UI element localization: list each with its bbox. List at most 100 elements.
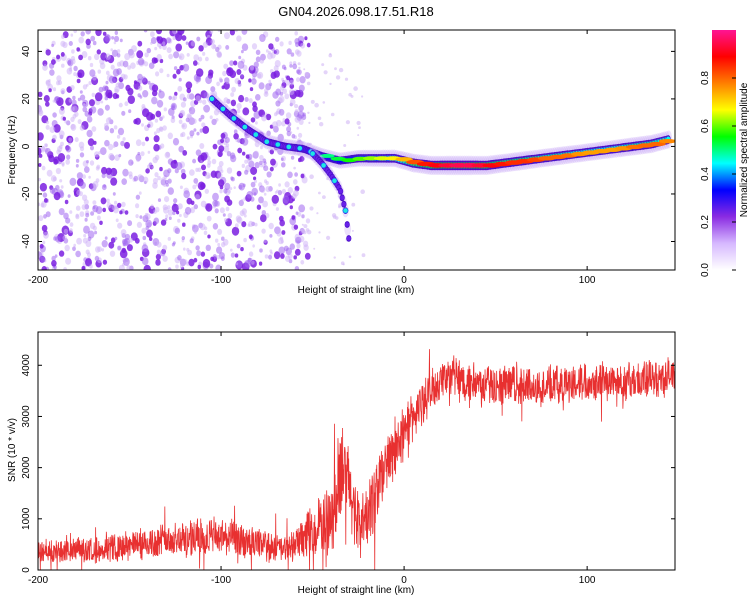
noise-speckle xyxy=(123,74,128,80)
noise-speckle xyxy=(212,192,219,201)
noise-speckle xyxy=(116,53,121,58)
noise-speckle xyxy=(60,52,65,57)
noise-speckle xyxy=(124,53,131,61)
noise-speckle xyxy=(287,187,293,194)
noise-speckle xyxy=(230,154,237,163)
noise-speckle xyxy=(278,237,284,245)
noise-speckle xyxy=(60,88,66,95)
noise-speckle xyxy=(38,215,44,222)
x-tick-label: 100 xyxy=(579,275,596,286)
noise-speckle xyxy=(196,68,204,77)
spectrogram-frame xyxy=(37,29,676,271)
noise-speckle xyxy=(276,189,279,193)
colorbar-tick-label: 0.8 xyxy=(700,71,711,85)
noise-speckle xyxy=(225,143,230,148)
noise-speckle xyxy=(92,200,97,205)
noise-speckle xyxy=(308,121,311,124)
noise-speckle xyxy=(56,75,62,82)
noise-speckle xyxy=(135,139,142,147)
noise-speckle xyxy=(236,243,241,249)
noise-speckle xyxy=(81,265,86,270)
noise-speckle xyxy=(51,43,54,48)
noise-speckle xyxy=(257,71,264,79)
noise-speckle xyxy=(361,253,366,258)
noise-speckle xyxy=(276,230,282,237)
noise-speckle xyxy=(215,46,220,53)
noise-speckle xyxy=(136,157,141,163)
noise-speckle xyxy=(82,102,86,106)
noise-speckle xyxy=(72,95,76,100)
noise-speckle xyxy=(183,190,190,199)
noise-speckle xyxy=(216,50,222,58)
noise-speckle xyxy=(289,217,297,226)
noise-speckle xyxy=(217,242,221,247)
noise-speckle xyxy=(268,43,274,50)
noise-speckle xyxy=(234,78,240,85)
noise-speckle xyxy=(329,82,332,86)
noise-speckle xyxy=(280,157,284,161)
noise-speckle xyxy=(154,172,159,178)
noise-speckle xyxy=(230,252,235,258)
main-ridge-core xyxy=(658,139,675,144)
noise-speckle xyxy=(92,40,97,46)
noise-speckle xyxy=(40,256,46,263)
noise-speckle xyxy=(260,145,263,150)
noise-speckle xyxy=(235,262,239,266)
noise-speckle xyxy=(226,79,230,85)
noise-speckle xyxy=(94,230,98,235)
noise-speckle xyxy=(48,88,52,93)
x-tick-label: -100 xyxy=(211,275,231,286)
main-ridge-core xyxy=(296,145,303,152)
main-ridge-core xyxy=(263,138,270,145)
y-tick-label: 40 xyxy=(21,45,32,57)
noise-speckle xyxy=(299,235,305,243)
noise-speckle xyxy=(243,214,247,218)
noise-speckle xyxy=(175,162,183,170)
noise-speckle xyxy=(261,228,266,234)
y-tick-label: -40 xyxy=(21,234,32,249)
noise-speckle xyxy=(275,36,280,42)
noise-speckle xyxy=(198,99,203,104)
noise-speckle xyxy=(294,233,301,241)
noise-speckle xyxy=(72,246,76,252)
noise-speckle xyxy=(62,235,67,241)
noise-speckle xyxy=(88,81,92,85)
noise-speckle xyxy=(350,94,354,98)
noise-speckle xyxy=(277,190,283,196)
noise-speckle xyxy=(82,106,88,113)
noise-speckle xyxy=(185,41,189,45)
noise-speckle xyxy=(179,65,184,71)
noise-speckle xyxy=(98,150,102,155)
noise-speckle xyxy=(200,251,206,257)
noise-speckle xyxy=(89,69,96,77)
noise-speckle xyxy=(297,110,305,119)
noise-speckle xyxy=(200,114,205,120)
noise-speckle xyxy=(155,253,161,260)
noise-speckle xyxy=(279,85,285,91)
noise-speckle xyxy=(212,143,218,150)
noise-speckle xyxy=(94,92,103,102)
noise-speckle xyxy=(200,152,208,161)
noise-speckle xyxy=(126,265,131,270)
noise-speckle xyxy=(264,88,269,94)
snr-panel: -200 -100 0 100 0 1000 2000 3000 4000 Height of… xyxy=(7,331,676,596)
noise-speckle xyxy=(193,178,199,184)
noise-speckle xyxy=(178,53,185,61)
noise-speckle xyxy=(53,123,61,133)
noise-speckle xyxy=(141,257,149,266)
noise-speckle xyxy=(71,49,75,54)
noise-speckle xyxy=(105,53,111,60)
main-ridge-core xyxy=(647,141,666,147)
noise-speckle xyxy=(52,112,57,118)
noise-speckle xyxy=(209,263,214,269)
noise-speckle xyxy=(220,138,225,144)
noise-speckle xyxy=(147,150,151,154)
noise-speckle xyxy=(110,177,118,186)
noise-speckle xyxy=(42,240,46,245)
noise-speckle xyxy=(237,60,245,69)
noise-speckle xyxy=(196,36,201,42)
noise-speckle xyxy=(178,77,182,82)
noise-speckle xyxy=(206,215,212,222)
noise-speckle xyxy=(180,101,186,108)
main-ridge-core xyxy=(395,157,413,162)
